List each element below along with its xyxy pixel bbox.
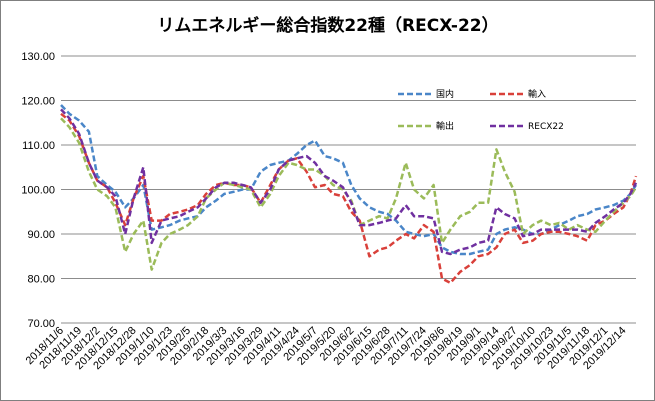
y-tick-label: 130.00 (21, 51, 55, 63)
chart-title: リムエネルギー総合指数22種（RECX-22） (157, 15, 498, 36)
y-tick-label: 90.00 (27, 229, 55, 241)
y-tick-label: 70.00 (27, 318, 55, 330)
legend-label: 輸入 (528, 88, 546, 100)
series-line-4 (60, 108, 638, 256)
y-tick-label: 120.00 (21, 96, 55, 108)
y-tick-label: 100.00 (21, 185, 55, 197)
series-group (60, 104, 638, 285)
gridlines (61, 55, 636, 324)
legend-label: RECX22 (528, 122, 564, 132)
y-axis-ticks: 70.00 80.00 90.00 100.00 110.00 120.00 130.00 (21, 51, 55, 330)
legend-label: 国内 (436, 88, 454, 100)
series-line-1 (60, 104, 638, 256)
y-tick-label: 110.00 (22, 140, 55, 152)
legend-label: 輸出 (436, 120, 454, 132)
x-axis-ticks: 2018/11/62018/11/192018/12/22018/12/1520… (24, 325, 629, 372)
series-line-2 (60, 112, 638, 285)
y-tick-label: 80.00 (27, 274, 55, 286)
